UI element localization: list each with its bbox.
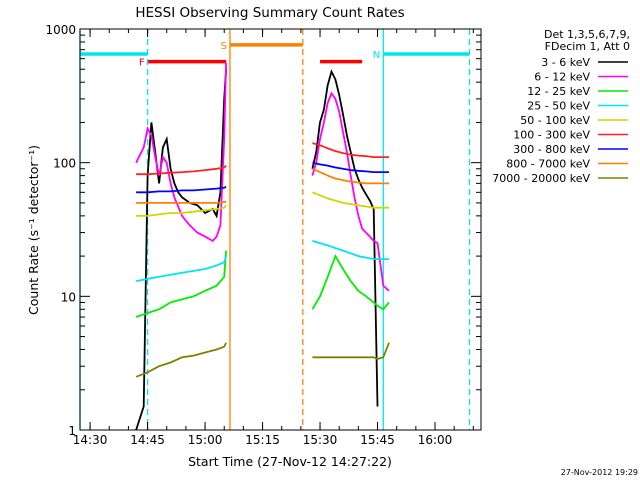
series-line-100-300-kev [136, 164, 227, 176]
x-axis-label: Start Time (27-Nov-12 14:27:22) [188, 454, 392, 469]
legend-label: 6 - 12 keV [534, 71, 590, 84]
series-line-300-800-kev [312, 161, 389, 174]
y-tick-label: 10 [61, 290, 76, 304]
legend-header-line: FDecim 1, Att 0 [545, 40, 630, 53]
x-tick-label: 15:15 [245, 433, 280, 447]
plot-series [135, 62, 390, 431]
flag-bars: N F S [80, 41, 470, 69]
series-line-25-50-kev [312, 240, 389, 261]
legend-label: 7000 - 20000 keV [492, 172, 590, 185]
vertical-marker-lines [79, 29, 471, 430]
legend: Det 1,3,5,6,7,9,FDecim 1, Att 0 3 - 6 keV… [492, 28, 630, 185]
legend-label: 300 - 800 keV [513, 143, 590, 156]
footer-timestamp: 27-Nov-2012 19:29 [561, 468, 638, 477]
series-line-12-25-kev [135, 250, 227, 318]
x-tick-label: 16:00 [418, 433, 453, 447]
legend-label: 800 - 7000 keV [506, 158, 590, 171]
chart-title: HESSI Observing Summary Count Rates [135, 5, 404, 21]
x-tick-label: 15:00 [188, 433, 223, 447]
y-tick-label: 100 [53, 157, 76, 171]
legend-label: 50 - 100 keV [520, 114, 590, 127]
flag-label: N [373, 50, 380, 61]
series-line-3-6-kev [311, 69, 379, 407]
series-line-25-50-kev [135, 255, 227, 282]
series-line-3-6-kev [135, 69, 227, 431]
series-line-50-100-kev [136, 204, 227, 217]
y-axis-label: Count Rate (s⁻¹ detector⁻¹) [26, 145, 41, 315]
series-line-12-25-kev [311, 254, 390, 311]
series-line-6-12-kev [135, 62, 227, 243]
y-tick-label: 1000 [45, 23, 76, 37]
flag-label: F [139, 58, 145, 69]
series-line-800-7000-kev [136, 200, 227, 204]
plot-frame [79, 28, 482, 431]
legend-label: 25 - 50 keV [527, 100, 590, 113]
x-tick-label: 14:45 [130, 433, 165, 447]
series-line-100-300-kev [312, 142, 389, 159]
x-tick-label: 14:30 [73, 433, 108, 447]
y-tick-label: 1 [68, 424, 76, 438]
series-line-800-7000-kev [312, 167, 389, 185]
x-tick-label: 15:30 [303, 433, 338, 447]
axis-ticks: 14:30 14:45 15:00 15:15 15:30 15:45 16:00 1 10 10… [45, 23, 481, 447]
legend-header-line: Det 1,3,5,6,7,9, [544, 28, 630, 41]
series-line-300-800-kev [136, 185, 227, 194]
series-line-7000-20000-kev [312, 342, 390, 360]
series-line-7000-20000-kev [135, 342, 227, 378]
legend-label: 3 - 6 keV [541, 56, 590, 69]
series-line-6-12-kev [311, 91, 390, 292]
legend-label: 12 - 25 keV [527, 85, 590, 98]
legend-label: 100 - 300 keV [513, 129, 590, 142]
series-line-50-100-kev [312, 191, 389, 209]
x-tick-label: 15:45 [360, 433, 395, 447]
flag-label: S [221, 41, 227, 52]
